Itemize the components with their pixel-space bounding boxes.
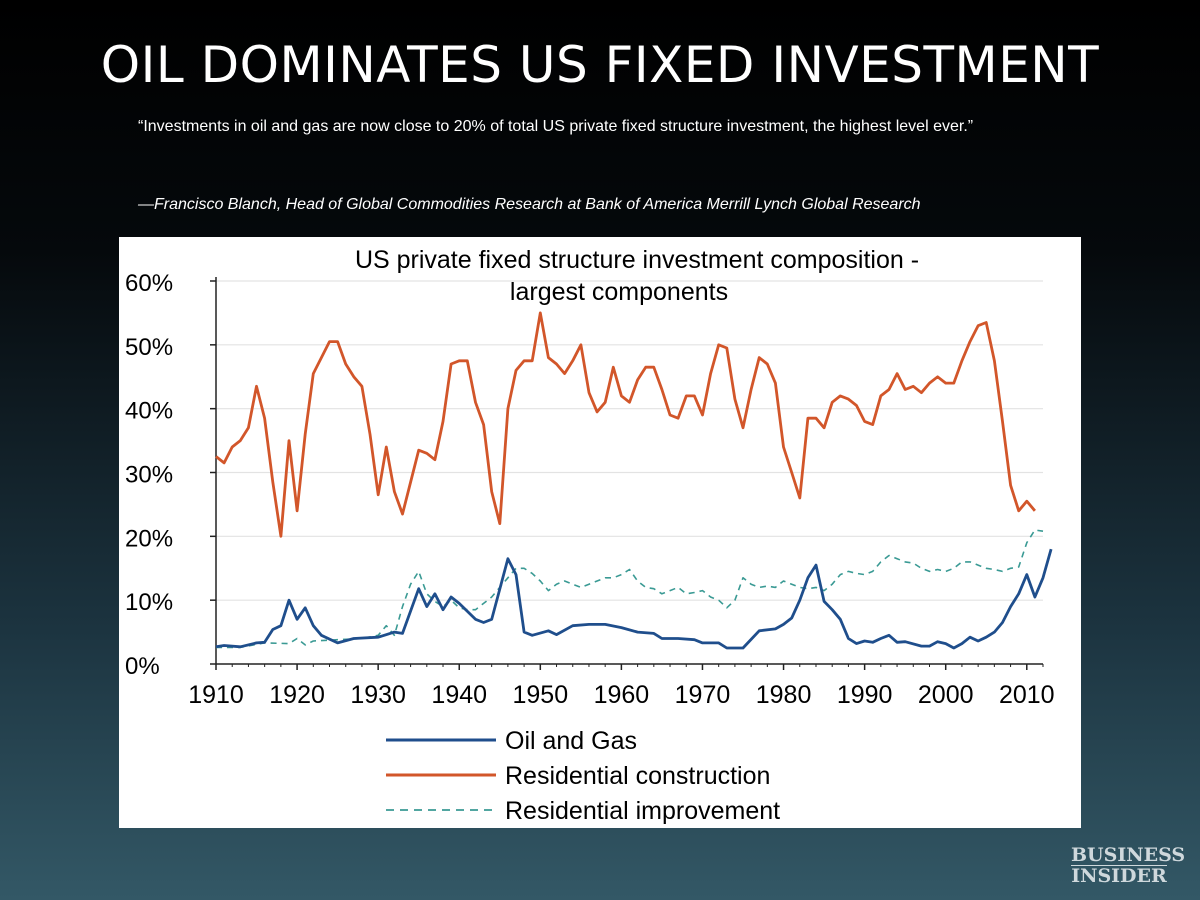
quote-attribution: —Francisco Blanch, Head of Global Commod… <box>138 196 921 213</box>
grid <box>216 280 1043 601</box>
chart-panel: 0% 10% 20% 30% 40% 50% 60% 1910 1920 1930 1940 1950… <box>119 237 1081 828</box>
y-tick-label: 60% <box>125 270 173 297</box>
legend: Oil and Gas Residential construction Resid… <box>386 727 780 825</box>
x-tick-label: 1980 <box>756 681 812 709</box>
y-tick-label: 50% <box>125 334 173 361</box>
y-tick-label: 0% <box>125 653 160 680</box>
x-tick-label: 1940 <box>431 681 487 709</box>
x-tick-label: 1990 <box>837 681 893 709</box>
series-lines <box>215 311 1053 650</box>
y-tick-label: 40% <box>125 398 173 425</box>
y-tick-label: 30% <box>125 462 173 489</box>
brand-line-1: BUSINESS <box>1071 844 1186 866</box>
series-line-residential-improvement <box>216 529 1044 649</box>
line-chart: 0% 10% 20% 30% 40% 50% 60% 1910 1920 1930 1940 1950… <box>125 246 1055 825</box>
legend-label-0: Oil and Gas <box>505 727 637 755</box>
chart-title: US private fixed structure investment co… <box>355 246 919 306</box>
chart-title-line-2: largest components <box>510 278 728 306</box>
legend-label-1: Residential construction <box>505 762 770 790</box>
series-line-oil-and-gas <box>215 548 1053 650</box>
x-tick-label: 1910 <box>188 681 244 709</box>
x-tick-label: 1970 <box>675 681 731 709</box>
business-insider-logo: BUSINESS INSIDER <box>1071 844 1186 887</box>
legend-label-2: Residential improvement <box>505 797 780 825</box>
slide-title: OIL DOMINATES US FIXED INVESTMENT <box>100 36 1100 94</box>
x-tick-label: 1930 <box>350 681 406 709</box>
x-tick-label: 2010 <box>999 681 1055 709</box>
x-tick-label: 2000 <box>918 681 974 709</box>
chart-title-line-1: US private fixed structure investment co… <box>355 246 919 274</box>
x-tick-label: 1960 <box>594 681 650 709</box>
y-tick-label: 20% <box>125 525 173 552</box>
x-tick-label: 1950 <box>513 681 569 709</box>
axes: 0% 10% 20% 30% 40% 50% 60% 1910 1920 1930 1940 1950… <box>125 270 1055 709</box>
quote-text: “Investments in oil and gas are now clos… <box>138 118 974 135</box>
series-line-residential-construction <box>215 311 1036 538</box>
y-tick-label: 10% <box>125 589 173 616</box>
x-tick-label: 1920 <box>269 681 325 709</box>
brand-line-2: INSIDER <box>1071 865 1167 887</box>
